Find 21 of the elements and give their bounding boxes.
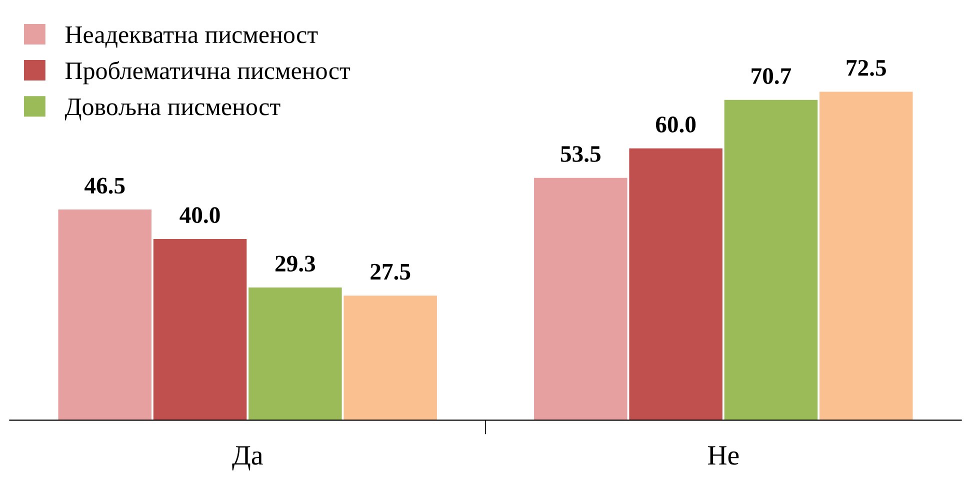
bar [629, 148, 722, 420]
bar [724, 100, 818, 420]
bar [58, 210, 152, 420]
data-label: 70.7 [752, 68, 792, 84]
data-label: 29.3 [276, 256, 316, 272]
data-label: 27.5 [370, 264, 410, 280]
bar [153, 239, 247, 420]
bar [248, 287, 342, 420]
bar [820, 92, 913, 420]
legend-label: Довољна писменост [64, 98, 280, 120]
legend-label: Неадекватна писменост [65, 26, 318, 48]
x-tick-label: Не [708, 446, 739, 465]
legend-label: Проблематична писменост [65, 61, 350, 84]
data-label: 72.5 [846, 60, 886, 76]
data-label: 60.0 [656, 116, 696, 133]
bar [344, 296, 437, 420]
data-label: 40.0 [180, 207, 220, 224]
data-label: 53.5 [560, 146, 600, 162]
data-label: 46.5 [84, 178, 125, 194]
x-tick-label: Да [232, 446, 263, 470]
bar [534, 178, 628, 420]
